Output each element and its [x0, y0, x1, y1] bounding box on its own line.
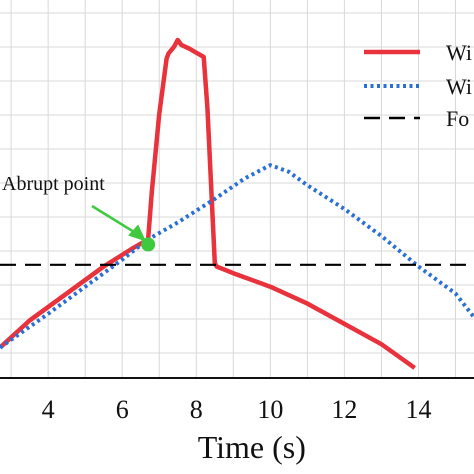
x-tick-label: 8 — [190, 395, 203, 424]
legend: Wi Wi Fo — [364, 40, 472, 131]
annotation-label: Abrupt point — [2, 173, 105, 195]
x-tick-label: 4 — [42, 395, 55, 424]
x-tick-label: 12 — [331, 395, 357, 424]
grid — [0, 0, 474, 379]
annotation-arrow-head — [128, 224, 147, 242]
x-tick-label: 6 — [116, 395, 129, 424]
legend-label-3: Fo — [446, 106, 469, 131]
series-group — [0, 37, 474, 370]
series-line-2 — [0, 163, 474, 350]
x-axis-label: Time (s) — [198, 429, 306, 465]
x-ticks: 4 6 8 10 12 14 — [42, 395, 432, 424]
series-line-1 — [0, 37, 417, 370]
x-tick-label: 14 — [405, 395, 431, 424]
legend-label-2: Wi — [446, 74, 472, 99]
annotation-arrow-line — [91, 204, 139, 236]
legend-label-1: Wi — [446, 40, 472, 65]
x-tick-label: 10 — [257, 395, 283, 424]
abrupt-point-marker — [141, 237, 156, 252]
annotation: Abrupt point — [2, 173, 156, 252]
